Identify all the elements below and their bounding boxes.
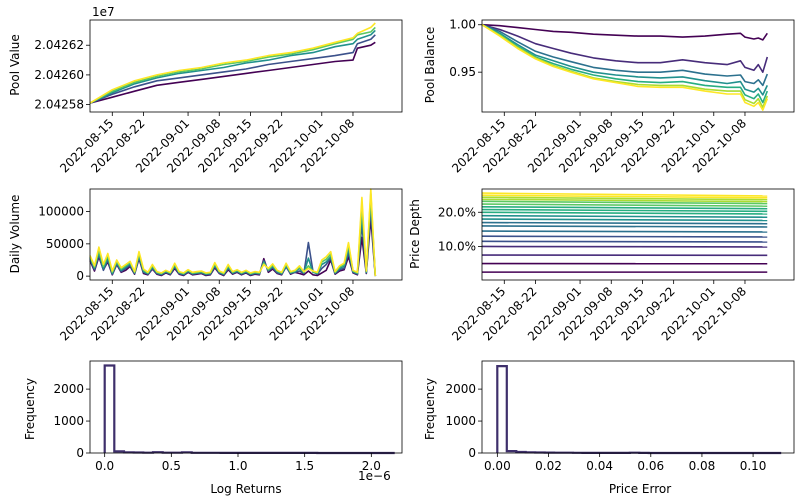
- plot-frame-pool-value: [89, 19, 403, 113]
- y-axis-label: Pool Value: [8, 34, 22, 96]
- panel-price-error: Frequency Price Error: [423, 378, 671, 496]
- depth-line: [481, 194, 768, 199]
- depth-line: [481, 211, 768, 215]
- y-tick-label: 0.95: [449, 65, 476, 79]
- x-tick-label: 0.0: [95, 459, 114, 473]
- offset-label: 1e−6: [358, 469, 391, 483]
- y-axis-label: Daily Volume: [8, 195, 22, 274]
- y-axis-label: Frequency: [23, 378, 37, 440]
- x-tick-label: 1.5: [295, 459, 314, 473]
- panel-log-returns: Frequency Log Returns 1e−6: [23, 378, 391, 496]
- series-line-b7: [481, 24, 769, 111]
- depth-levels: [481, 192, 768, 273]
- plot-frame-price-error: [481, 360, 795, 454]
- depth-line: [481, 230, 768, 233]
- x-tick-label: 0.06: [637, 459, 664, 473]
- x-tick-label: 1.0: [228, 459, 247, 473]
- series-line-b2: [481, 23, 769, 73]
- y-tick-label: 1000: [53, 414, 84, 428]
- y-tick-label: 100000: [38, 205, 84, 219]
- y-tick-label: 0: [76, 446, 84, 460]
- series-line-s4: [89, 26, 376, 104]
- x-tick-label: 0.5: [162, 459, 181, 473]
- y-tick-label: 2.04262: [34, 38, 84, 52]
- x-axis-label: Price Error: [609, 482, 671, 496]
- panel-price-depth: Price Depth: [408, 199, 422, 269]
- depth-line: [481, 221, 768, 225]
- depth-line: [481, 203, 768, 207]
- depth-line: [481, 196, 768, 201]
- y-tick-label: 50000: [46, 237, 84, 251]
- series-line-s3: [89, 29, 376, 104]
- series-line-b4: [481, 23, 769, 96]
- series-line-s5: [89, 22, 376, 104]
- y-tick-label: 20.0%: [438, 205, 476, 219]
- depth-line: [481, 198, 768, 203]
- y-tick-label: 1000: [445, 414, 476, 428]
- depth-line: [481, 240, 768, 243]
- y-tick-label: 0: [76, 269, 84, 283]
- depth-line: [481, 214, 768, 218]
- panel-pool-balance: Pool Balance: [423, 27, 437, 104]
- panel-pool-value: Pool Value 1e7: [8, 5, 115, 96]
- series-line-b3: [481, 23, 769, 87]
- y-tick-label: 0: [468, 446, 476, 460]
- series-group: [89, 188, 377, 277]
- plot-frame-pool-balance: [481, 19, 795, 113]
- depth-line: [481, 192, 768, 197]
- x-tick-label: 0.02: [535, 459, 562, 473]
- y-tick-label: 1.00: [449, 18, 476, 32]
- series-line-s2: [89, 34, 376, 104]
- plot-frame-daily-volume: [89, 188, 403, 281]
- y-axis-label: Price Depth: [408, 199, 422, 269]
- plot-frame-log-returns: [89, 360, 403, 454]
- x-tick-label: 0.08: [689, 459, 716, 473]
- series-line-b6: [481, 24, 769, 109]
- x-tick-label: 0.04: [586, 459, 613, 473]
- y-tick-label: 2.04258: [34, 98, 84, 112]
- axes-price-error: 0 1000 2000 0.00 0.02 0.04 0.06 0.08 0.10: [445, 382, 766, 473]
- y-tick-label: 10.0%: [438, 239, 476, 253]
- offset-label: 1e7: [92, 5, 115, 19]
- series-line-v5: [89, 188, 377, 277]
- series-line-b1: [481, 23, 768, 41]
- y-axis-label: Pool Balance: [423, 27, 437, 104]
- plot-frame-price-depth: [481, 188, 795, 281]
- series-group: [481, 23, 769, 111]
- x-axis-label: Log Returns: [210, 482, 281, 496]
- y-axis-label: Frequency: [423, 378, 437, 440]
- x-tick-label: 0.00: [484, 459, 511, 473]
- x-tick-label: 2.0: [362, 459, 381, 473]
- depth-line: [481, 205, 768, 210]
- y-tick-label: 2000: [53, 382, 84, 396]
- depth-line: [481, 235, 768, 238]
- series-group: [89, 22, 376, 104]
- depth-line: [481, 208, 768, 213]
- panel-daily-volume: Daily Volume: [8, 195, 22, 274]
- depth-line: [481, 200, 768, 205]
- axes-log-returns: 0 1000 2000 0.0 0.5 1.0 1.5 2.0: [53, 382, 380, 473]
- depth-line: [481, 225, 768, 228]
- depth-line: [481, 218, 768, 222]
- series-line-s1: [89, 41, 376, 104]
- y-tick-label: 2000: [445, 382, 476, 396]
- x-tick-label: 0.10: [740, 459, 767, 473]
- y-tick-label: 2.04260: [34, 68, 84, 82]
